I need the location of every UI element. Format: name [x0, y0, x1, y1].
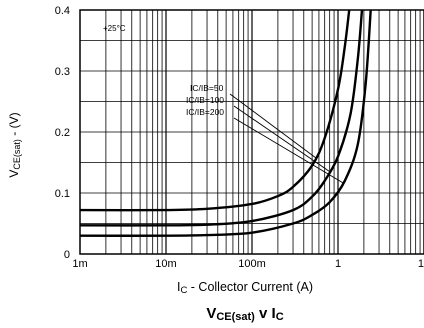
legend-leaders [229, 93, 344, 184]
x-tick-label: 1m [72, 258, 87, 270]
plot-border [79, 9, 424, 255]
legend: IC/IB=50 IC/IB=100 IC/IB=200 [186, 83, 224, 117]
y-tick-label: 0.1 [55, 188, 70, 200]
legend-label-ic-ib-200: IC/IB=200 [186, 107, 224, 117]
x-tick-label: 1 [335, 258, 341, 270]
x-tick-label: 10 [418, 258, 424, 270]
y-axis-label: VCE(sat) - (V) [7, 112, 22, 177]
chart-title: VCE(sat) v IC [206, 305, 283, 323]
x-axis-label: IC - Collector Current (A) [177, 280, 313, 296]
legend-label-ic-ib-100: IC/IB=100 [186, 95, 224, 105]
curve-ic-ib-50 [79, 9, 351, 212]
legend-leader-line [233, 105, 330, 173]
curves [79, 9, 372, 237]
curve-ic-ib-100 [79, 9, 364, 227]
legend-leader-line [229, 93, 316, 159]
y-tick-label: 0.2 [55, 127, 70, 139]
curve-ic-ib-200 [79, 9, 372, 237]
legend-leader-line [233, 117, 344, 184]
tick-labels: 1m 10m 100m 1 10 0 0.1 0.2 0.3 0.4 [55, 5, 424, 270]
y-tick-label: 0 [64, 249, 70, 261]
y-tick-label: 0.3 [55, 66, 70, 78]
x-tick-label: 10m [155, 258, 176, 270]
grid [80, 10, 424, 254]
x-tick-label: 100m [238, 258, 266, 270]
legend-label-ic-ib-50: IC/IB=50 [190, 83, 224, 93]
temperature-label: +25°C [103, 24, 126, 33]
y-tick-label: 0.4 [55, 5, 70, 17]
